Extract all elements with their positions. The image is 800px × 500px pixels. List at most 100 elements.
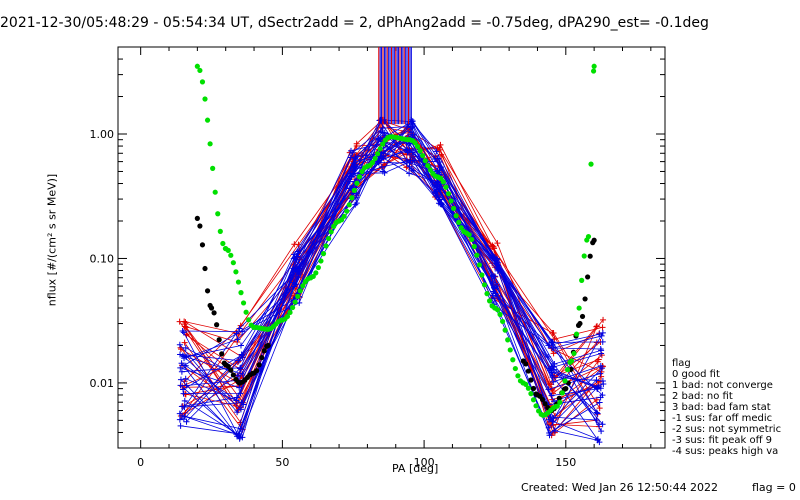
green-fit-dot: [377, 146, 383, 152]
green-fit-dot: [505, 337, 511, 343]
green-fit-dot: [230, 260, 236, 266]
blue-series-point: [599, 338, 606, 345]
red-series-point: [181, 321, 188, 328]
blue-series-point: [177, 376, 184, 383]
blue-series-point: [600, 380, 607, 387]
blue-series-line: [181, 136, 598, 440]
green-fit-dot: [427, 167, 433, 173]
green-fit-dot: [295, 293, 301, 299]
green-fit-dot: [331, 223, 337, 229]
blue-series-point: [551, 366, 558, 373]
green-fit-dot: [571, 350, 577, 357]
green-fit-dot: [568, 358, 575, 364]
black-fit-left-dot: [256, 362, 262, 368]
legend-item-5: -2 sus: not symmetric: [672, 424, 782, 435]
flag-value: flag = 0: [752, 481, 796, 494]
green-fit-dot: [328, 229, 334, 235]
y-axis-label: nflux [#/(cm² s sr MeV)]: [45, 173, 59, 307]
created-timestamp: Created: Wed Jan 26 12:50:44 2022: [521, 481, 719, 494]
blue-series-point: [180, 416, 187, 423]
green-fit-dot: [284, 313, 291, 320]
green-fit-dot: [425, 162, 431, 169]
green-fit-dot: [323, 243, 329, 249]
x-tick-label: 150: [555, 456, 576, 469]
blue-series-point: [410, 167, 417, 174]
y-tick-label: 0.01: [90, 377, 115, 390]
red-series-point: [550, 350, 557, 357]
black-fit-left-dot: [265, 342, 271, 349]
green-fit-dot: [238, 290, 244, 296]
green-fit-dot: [494, 307, 501, 313]
green-fit-dot: [233, 269, 239, 275]
blue-series-point: [182, 344, 189, 351]
green-fit-dot: [445, 191, 452, 197]
blue-series-point: [237, 342, 244, 349]
blue-series-point: [181, 397, 188, 404]
green-fit-dot: [346, 202, 352, 208]
blue-series-point: [409, 131, 416, 138]
legend-item-0: 0 good fit: [672, 369, 720, 380]
red-series-point: [549, 329, 556, 336]
black-fit-right-dot: [563, 386, 569, 392]
blue-series-point: [381, 169, 388, 176]
green-fit-dot: [240, 300, 247, 306]
blue-series-point: [594, 385, 601, 392]
green-fit-dot: [215, 211, 221, 217]
green-fit-dot: [202, 96, 208, 102]
black-fit-left-dot: [202, 265, 208, 272]
blue-series-point: [436, 186, 443, 193]
blue-series-point: [347, 154, 354, 161]
red-series-point: [181, 339, 188, 346]
black-fit-right-dot: [556, 395, 562, 401]
green-fit-dot: [289, 304, 296, 311]
green-fit-dot: [528, 391, 534, 397]
red-series-point: [594, 358, 601, 365]
green-fit-dot: [590, 68, 597, 74]
green-fit-dot: [515, 373, 521, 379]
green-fit-dot: [380, 141, 386, 147]
blue-series-line: [181, 120, 597, 413]
legend-item-4: -1 sus: far off medic: [672, 413, 773, 424]
green-fit-dot: [554, 403, 560, 409]
blue-series-point: [551, 398, 558, 405]
green-fit-dot: [573, 331, 580, 337]
blue-series-line: [179, 119, 600, 414]
green-fit-dot: [497, 311, 503, 317]
flag-legend: flag 0 good fit 1 bad: not converge 2 ba…: [672, 358, 781, 457]
black-fit-right-dot: [525, 368, 531, 374]
green-fit-dot: [440, 179, 446, 185]
green-fit-dot: [194, 63, 200, 69]
blue-series-point: [551, 427, 558, 434]
y-tick-label: 1.00: [90, 128, 115, 141]
black-fit-right-dot: [577, 320, 583, 327]
green-fit-dot: [369, 159, 376, 166]
green-fit-dot: [349, 195, 355, 201]
green-fit-dot: [474, 252, 480, 258]
green-fit-dot: [486, 298, 493, 304]
black-fit-left-dot: [197, 223, 203, 229]
blue-series-point: [597, 370, 604, 377]
red-series-point: [599, 324, 606, 331]
green-fit-dot: [471, 243, 477, 250]
blue-series-point: [176, 410, 183, 417]
blue-series-point: [546, 432, 553, 439]
legend-item-7: -4 sus: peaks high va: [672, 446, 779, 457]
green-fit-dot: [372, 155, 378, 162]
legend-heading: flag: [672, 358, 691, 369]
black-fit-right-dot: [591, 237, 597, 243]
blue-series-point: [549, 372, 556, 379]
blue-series-point: [347, 170, 354, 177]
green-fit-dot: [448, 198, 454, 204]
green-fit-dot: [356, 174, 363, 180]
blue-series-line: [181, 159, 599, 430]
black-fit-right-dot: [587, 253, 593, 259]
blue-series-point: [291, 281, 298, 288]
green-fit-dot: [469, 236, 475, 243]
blue-series-point: [596, 331, 603, 338]
blue-series-point: [346, 178, 353, 185]
green-fit-dot: [354, 180, 360, 186]
green-fit-dot: [344, 208, 350, 214]
green-fit-dot: [315, 264, 321, 271]
black-fit-left-dot: [208, 305, 215, 311]
